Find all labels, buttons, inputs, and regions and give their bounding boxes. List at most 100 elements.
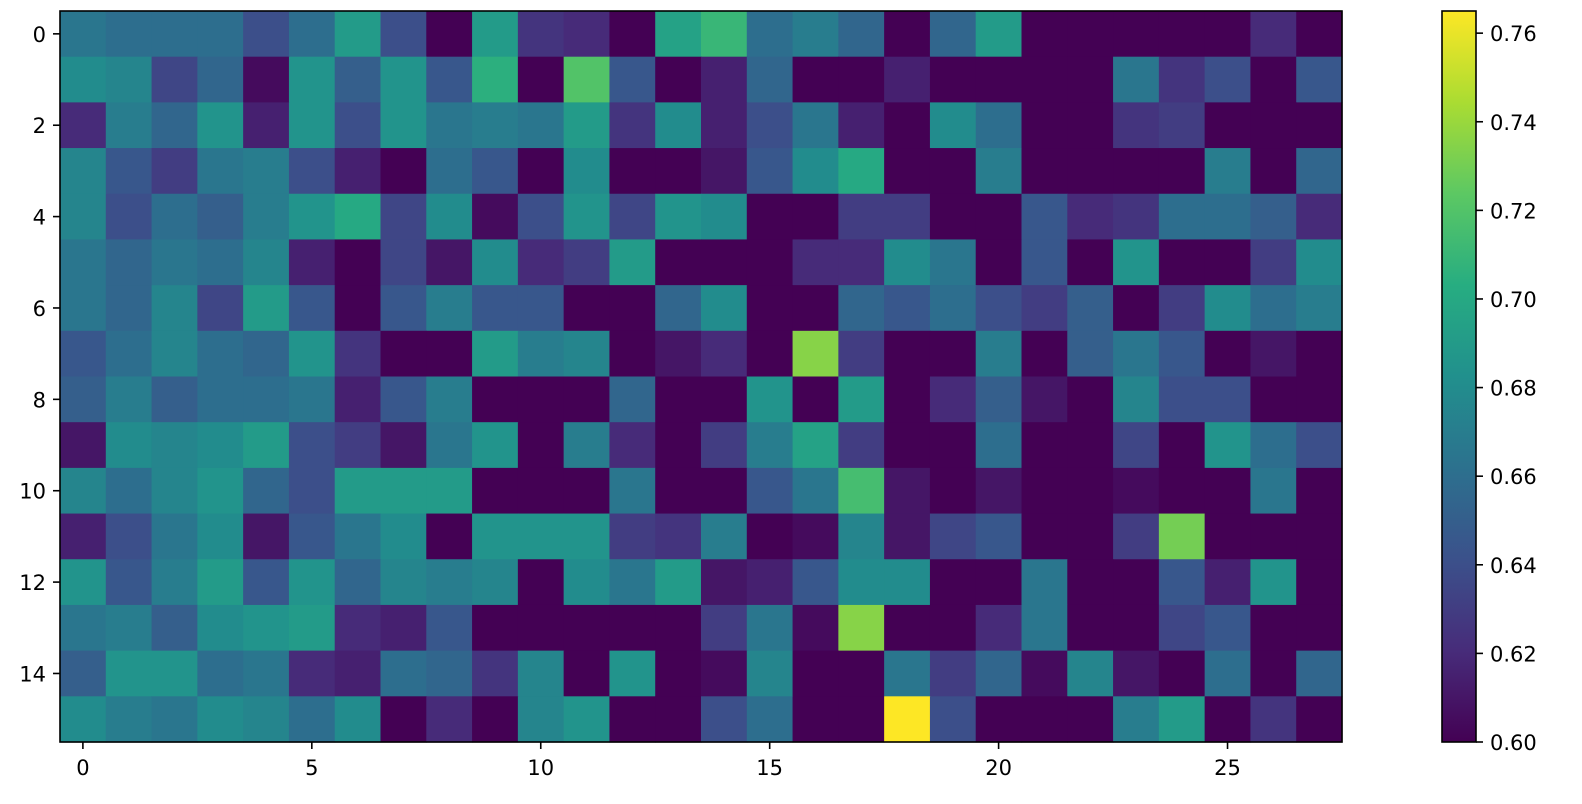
heatmap-cell xyxy=(426,193,473,241)
colorbar: 0.60 0.62 0.64 0.66 0.68 0.70 0.72 0.74 0.76 xyxy=(1441,10,1537,755)
heatmap-cell xyxy=(1250,193,1297,241)
heatmap-cell xyxy=(288,513,336,560)
heatmap-cell xyxy=(243,148,290,195)
heatmap-cell xyxy=(1067,193,1114,241)
heatmap-cell xyxy=(609,467,656,515)
heatmap-cell xyxy=(1021,285,1068,332)
heatmap-cell xyxy=(746,193,794,241)
heatmap-cell xyxy=(151,148,198,195)
heatmap-cell xyxy=(380,650,427,697)
colorbar-tick-label: 0.62 xyxy=(1490,642,1537,666)
heatmap-cell xyxy=(334,330,382,378)
heatmap-cell xyxy=(929,239,977,286)
heatmap-cell xyxy=(334,239,382,286)
heatmap-cell xyxy=(334,102,382,149)
heatmap-cell xyxy=(884,148,931,195)
heatmap-cell xyxy=(380,330,427,378)
y-tick-label: 6 xyxy=(33,297,46,321)
heatmap-cell xyxy=(563,193,611,241)
heatmap-cell xyxy=(380,239,427,286)
heatmap-cell xyxy=(1113,696,1160,743)
heatmap-cell xyxy=(426,376,473,423)
heatmap-cell xyxy=(380,193,427,241)
heatmap-cell xyxy=(746,513,794,560)
heatmap-cell xyxy=(701,650,748,697)
heatmap-cell xyxy=(472,422,519,469)
heatmap-cell xyxy=(288,11,336,58)
heatmap-cell xyxy=(884,422,931,469)
heatmap-cell xyxy=(60,376,107,423)
heatmap-cell xyxy=(1067,148,1114,195)
x-tick-label: 10 xyxy=(527,756,554,780)
heatmap-cell xyxy=(1113,148,1160,195)
heatmap-cell xyxy=(701,467,748,515)
heatmap-cell xyxy=(563,559,611,606)
heatmap-cell xyxy=(1296,696,1343,743)
heatmap-cell xyxy=(334,148,382,195)
heatmap-cell xyxy=(1250,148,1297,195)
heatmap-cell xyxy=(151,604,198,652)
heatmap-cell xyxy=(1158,102,1206,149)
heatmap-cell xyxy=(288,102,336,149)
heatmap-cell xyxy=(517,604,565,652)
heatmap-cell xyxy=(60,513,107,560)
heatmap-cell xyxy=(1250,376,1297,423)
heatmap-cell xyxy=(426,148,473,195)
heatmap-cell xyxy=(151,193,198,241)
heatmap-cell xyxy=(60,102,107,149)
heatmap-cell xyxy=(1113,56,1160,103)
heatmap-cell xyxy=(563,467,611,515)
heatmap-cell xyxy=(1067,239,1114,286)
heatmap-cell xyxy=(1296,650,1343,697)
heatmap-cell xyxy=(105,376,153,423)
heatmap-cell xyxy=(838,650,885,697)
heatmap-cell xyxy=(517,193,565,241)
heatmap-cell xyxy=(929,376,977,423)
heatmap-cell xyxy=(1158,239,1206,286)
heatmap-cell xyxy=(243,650,290,697)
heatmap-cell xyxy=(701,285,748,332)
heatmap-cell xyxy=(609,650,656,697)
heatmap-cell xyxy=(197,330,244,378)
heatmap-cell xyxy=(701,193,748,241)
heatmap-cell xyxy=(151,285,198,332)
heatmap-cell xyxy=(151,376,198,423)
heatmap-cell xyxy=(288,650,336,697)
heatmap-cell xyxy=(929,513,977,560)
heatmap-cell xyxy=(929,56,977,103)
heatmap-cell xyxy=(792,56,839,103)
heatmap-cell xyxy=(288,604,336,652)
heatmap-cell xyxy=(1113,513,1160,560)
heatmap-cell xyxy=(975,513,1023,560)
heatmap-cell xyxy=(884,559,931,606)
heatmap-cell xyxy=(1250,56,1297,103)
heatmap-cell xyxy=(975,56,1023,103)
heatmap-cell xyxy=(288,285,336,332)
heatmap-cell xyxy=(1113,422,1160,469)
heatmap-cell xyxy=(792,696,839,743)
heatmap-cell xyxy=(105,193,153,241)
heatmap-cell xyxy=(151,239,198,286)
heatmap-cell xyxy=(975,148,1023,195)
heatmap-cell xyxy=(1250,696,1297,743)
heatmap-cell xyxy=(288,422,336,469)
heatmap-cell xyxy=(1250,467,1297,515)
heatmap-cell xyxy=(380,467,427,515)
heatmap-cell xyxy=(563,11,611,58)
heatmap-cell xyxy=(838,604,885,652)
heatmap-cell xyxy=(975,559,1023,606)
heatmap-cell xyxy=(334,559,382,606)
heatmap-cell xyxy=(243,513,290,560)
heatmap-cell xyxy=(197,559,244,606)
heatmap-cell xyxy=(472,604,519,652)
heatmap-cell xyxy=(609,285,656,332)
heatmap-cell xyxy=(1067,422,1114,469)
heatmap-cell xyxy=(975,102,1023,149)
heatmap-cell xyxy=(1296,330,1343,378)
heatmap-cell xyxy=(609,513,656,560)
heatmap-cell xyxy=(334,513,382,560)
heatmap-cell xyxy=(884,330,931,378)
heatmap-cell xyxy=(1113,193,1160,241)
x-tick-label: 0 xyxy=(76,756,89,780)
heatmap-cell xyxy=(746,650,794,697)
